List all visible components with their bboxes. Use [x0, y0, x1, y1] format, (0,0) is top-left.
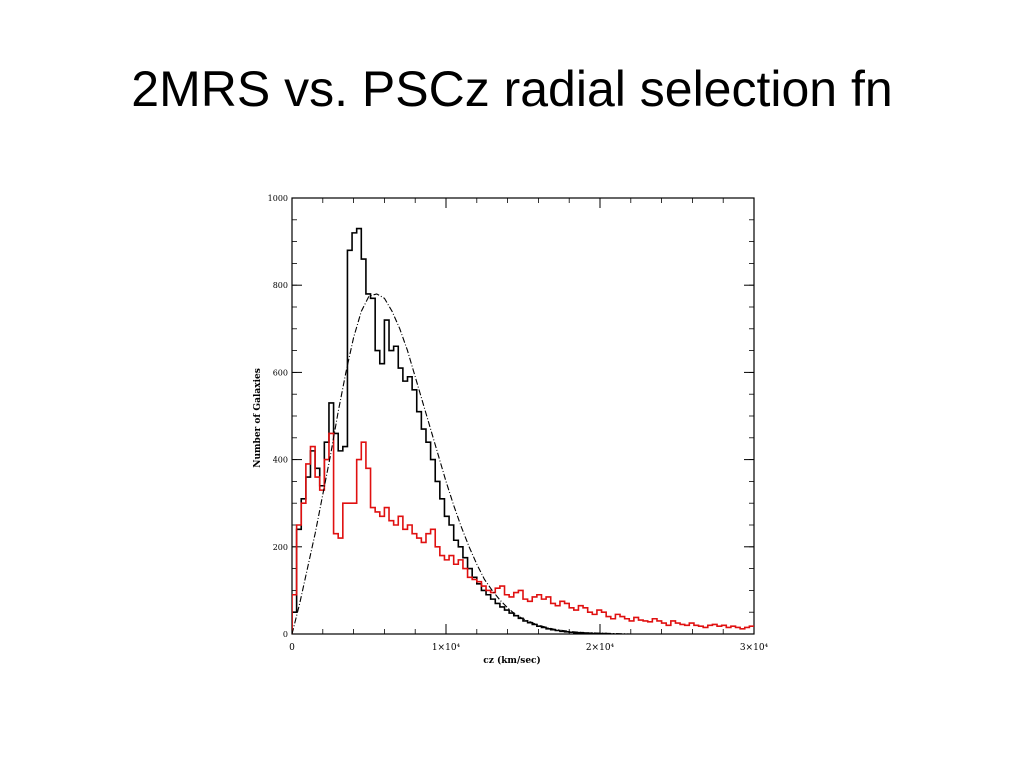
- x-tick-label: 0: [289, 643, 295, 653]
- series-1-step-line: [292, 432, 754, 634]
- series-0-step-line: [292, 227, 616, 634]
- ticks: 0 1×10⁴ 2×10⁴ 3×10⁴ 0 200 400 600 800 1000: [268, 194, 769, 653]
- slide-title: 2MRS vs. PSCz radial selection fn: [131, 61, 893, 117]
- x-tick-label: 2×10⁴: [586, 643, 615, 653]
- radial-selection-chart: 0 1×10⁴ 2×10⁴ 3×10⁴ 0 200 400 600 800 1000 cz (km…: [253, 194, 769, 666]
- y-tick-label: 1000: [268, 194, 288, 203]
- x-axis-label: cz (km/sec): [483, 655, 541, 666]
- series-layer: [292, 227, 754, 634]
- series-2-model-curve: [292, 293, 677, 634]
- axes: [291, 197, 755, 635]
- x-tick-label: 3×10⁴: [740, 643, 769, 653]
- plot-frame: [291, 197, 755, 635]
- y-tick-label: 800: [273, 281, 288, 290]
- y-tick-label: 400: [273, 456, 288, 465]
- y-axis-label: Number of Galaxies: [253, 368, 263, 468]
- y-tick-label: 600: [273, 368, 288, 377]
- x-tick-label: 1×10⁴: [432, 643, 461, 653]
- y-tick-label: 200: [273, 543, 288, 552]
- y-tick-label: 0: [283, 630, 288, 639]
